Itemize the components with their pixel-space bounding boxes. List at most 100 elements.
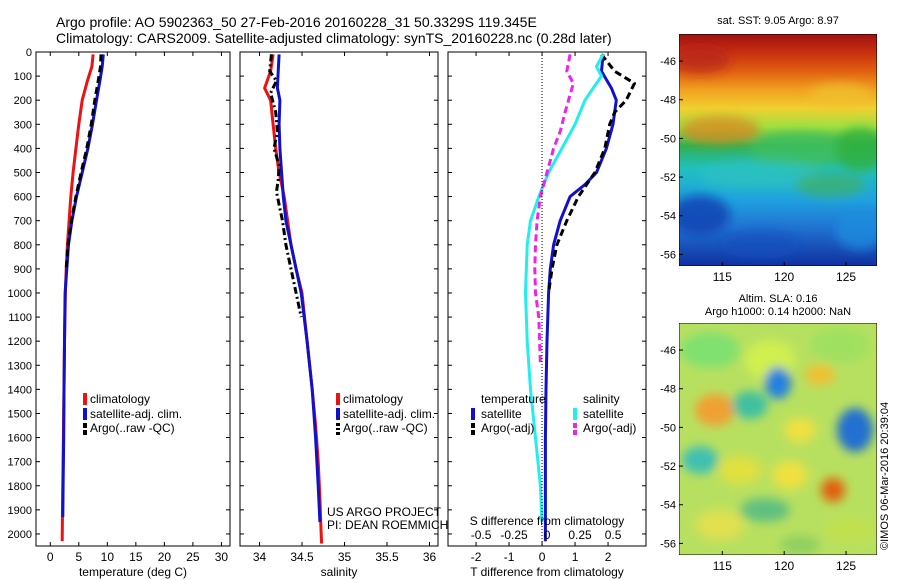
legend-label: Argo(-adj): [583, 421, 636, 435]
s-tick-label: 0.5: [605, 528, 622, 542]
legend-label: Argo(-adj): [481, 421, 534, 435]
difference-lines: [524, 53, 636, 542]
y-tick-label: 1000: [8, 288, 32, 300]
sla-map: [679, 323, 877, 555]
sst-map: [679, 34, 877, 266]
figure-title-line2: Climatology: CARS2009. Satellite-adjuste…: [56, 30, 612, 46]
map-y-tick-label: -48: [660, 95, 676, 107]
map-y-tick-label: -52: [660, 461, 676, 473]
y-tick-label: 1200: [8, 336, 32, 348]
y-tick-label: 600: [14, 192, 32, 204]
watermark: ©IMOS 06-Mar-2016 20:39:04: [879, 402, 891, 550]
legend-title-salinity: salinity: [583, 392, 620, 406]
y-tick-label: 100: [14, 71, 32, 83]
temperature-axes: 0100200300400500600700800900100011001200…: [8, 47, 230, 564]
difference-xlabel: T difference from climatology: [470, 565, 624, 579]
salinity-xlabel: salinity: [321, 565, 358, 579]
legend-label: satellite: [481, 407, 522, 421]
difference-panel: [447, 51, 647, 547]
sla-map-title2: Argo h1000: 0.14 h2000: NaN: [705, 306, 851, 318]
y-tick-label: 1400: [8, 384, 32, 396]
salinity-diff-ticks: -0.5 -0.25 0 0.25 0.5: [471, 528, 622, 542]
map-y-tick-label: -56: [660, 249, 676, 261]
x-tick-label: 25: [186, 550, 200, 564]
sla-map-axes: 115 120 125 -46 -48 -50 -52 -54 -56: [660, 345, 856, 573]
legend-title-temperature: temperature: [481, 392, 546, 406]
series-line-satellite-adj-clim-: [61, 54, 105, 518]
legend-swatch-black: [336, 432, 340, 435]
salinity-lines: [263, 54, 324, 544]
y-tick-label: 500: [14, 167, 32, 179]
legend-swatch-cyan: [573, 408, 577, 420]
x-tick-label: 36: [423, 550, 437, 564]
s-tick-label: -0.25: [500, 528, 528, 542]
sst-map-title: sat. SST: 9.05 Argo: 8.97: [717, 15, 839, 27]
x-tick-label: 2: [605, 550, 612, 564]
legend-label: climatology: [343, 392, 403, 406]
map-y-tick-label: -54: [660, 211, 676, 223]
legend-swatch-black: [83, 430, 87, 435]
map-x-tick-label: 125: [836, 270, 856, 284]
series-line-s-argo-adj-: [533, 54, 575, 366]
legend-label: climatology: [90, 392, 150, 406]
sst-map-axes: 115 120 125 -46 -48 -50 -52 -54 -56: [660, 56, 856, 284]
y-tick-label: 1100: [8, 312, 32, 324]
sla-map-title1: Altim. SLA: 0.16: [739, 293, 818, 305]
legend-swatch-red: [83, 393, 87, 405]
legend-swatch-black: [83, 423, 87, 428]
y-tick-label: 2000: [8, 529, 32, 541]
map-y-tick-label: -52: [660, 172, 676, 184]
y-tick-label: 1900: [8, 505, 32, 517]
legend-swatch-black: [471, 423, 475, 428]
s-tick-label: -0.5: [471, 528, 492, 542]
series-line-s-satellite: [524, 53, 605, 522]
legend-swatch-red: [336, 393, 340, 405]
footnote-pi: PI: DEAN ROEMMICH: [327, 518, 448, 532]
temperature-xlabel: temperature (deg C): [79, 565, 187, 579]
temperature-panel: [35, 51, 231, 547]
y-tick-label: 1300: [8, 360, 32, 372]
legend-label: Argo(..raw -QC): [343, 421, 428, 435]
y-tick-label: 200: [14, 95, 32, 107]
series-line-satellite-adj-clim-: [275, 54, 322, 522]
x-tick-label: 30: [215, 550, 229, 564]
x-tick-label: 0: [47, 550, 54, 564]
series-line-climatology: [263, 54, 324, 544]
map-x-tick-label: 115: [713, 270, 732, 284]
series-line-t-argo-adj-: [547, 53, 636, 294]
salinity-legend: climatology satellite-adj. clim. Argo(..…: [327, 392, 448, 532]
y-tick-label: 700: [14, 216, 32, 228]
y-tick-label: 1600: [8, 433, 32, 445]
x-tick-label: 20: [158, 550, 172, 564]
y-tick-label: 1500: [8, 408, 32, 420]
x-tick-label: 34: [253, 550, 267, 564]
series-line-t-satellite: [543, 54, 618, 542]
map-x-tick-label: 120: [774, 559, 794, 573]
difference-xlabel-top: S difference from climatology: [470, 514, 625, 528]
x-tick-label: 1: [572, 550, 579, 564]
x-tick-label: -1: [504, 550, 515, 564]
legend-swatch-blue: [471, 408, 475, 420]
map-y-tick-label: -46: [660, 345, 676, 357]
x-tick-label: 34.5: [290, 550, 314, 564]
x-tick-label: -2: [471, 550, 482, 564]
x-tick-label: 15: [129, 550, 143, 564]
map-y-tick-label: -50: [660, 133, 676, 145]
y-tick-label: 0: [26, 47, 32, 59]
figure-title-line1: Argo profile: AO 5902363_50 27-Feb-2016 …: [56, 14, 537, 30]
y-tick-label: 1700: [8, 457, 32, 469]
difference-axes: -2 -1 0 1 2: [448, 51, 646, 564]
map-x-tick-label: 115: [713, 559, 732, 573]
series-line-argo-raw-qc-: [268, 54, 303, 318]
map-x-tick-label: 120: [774, 270, 794, 284]
x-tick-label: 10: [101, 550, 115, 564]
y-tick-label: 800: [14, 240, 32, 252]
y-tick-label: 1800: [8, 481, 32, 493]
map-y-tick-label: -48: [660, 384, 676, 396]
legend-swatch-magenta: [573, 423, 577, 428]
map-y-tick-label: -56: [660, 538, 676, 550]
legend-swatch-magenta: [573, 430, 577, 435]
footnote-project: US ARGO PROJECT: [327, 505, 442, 519]
x-tick-label: 5: [75, 550, 82, 564]
